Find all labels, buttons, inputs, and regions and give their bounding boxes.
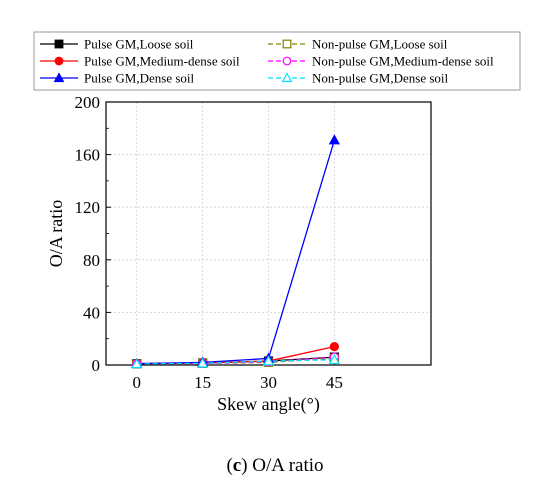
y-tick-label: 80 [83,251,100,270]
y-tick-label: 0 [92,356,101,375]
caption-letter: c [233,455,241,476]
legend-label: Non-pulse GM,Loose soil [312,37,448,52]
series-line [136,359,335,365]
legend-item-6: Non-pulse GM,Dense soil [268,71,449,86]
legend-marker [282,39,292,49]
legend-label: Non-pulse GM,Dense soil [312,71,449,86]
legend-marker [54,39,64,49]
x-tick-label: 0 [132,373,141,392]
x-tick-label: 30 [260,373,277,392]
y-tick-label: 120 [75,198,101,217]
legend-marker [282,56,292,66]
plot-area: 0 40 80 120 160 200 0 15 30 45 [75,93,432,392]
legend-label: Non-pulse GM,Medium-dense soil [312,54,494,69]
x-tick-label: 15 [194,373,211,392]
legend-items: Pulse GM,Loose soil Non-pulse GM,Loose so… [40,37,494,86]
data-point [328,353,340,365]
legend-item-2: Non-pulse GM,Loose soil [268,37,448,52]
caption-text: O/A ratio [248,455,324,476]
y-tick-label: 40 [83,303,100,322]
legend-label: Pulse GM,Dense soil [84,71,195,86]
legend-marker [54,56,64,66]
ticks: 0 40 80 120 160 200 0 15 30 45 [75,93,343,392]
legend-item-3: Pulse GM,Medium-dense soil [40,54,240,69]
series-5 [131,134,340,368]
y-tick-label: 160 [75,146,101,165]
x-tick-label: 45 [326,373,343,392]
series-layer [131,134,340,369]
series-6 [131,353,340,369]
legend-item-1: Pulse GM,Loose soil [40,37,194,52]
legend-item-5: Pulse GM,Dense soil [40,71,195,86]
legend-item-4: Non-pulse GM,Medium-dense soil [268,54,494,69]
data-point [329,341,339,352]
figure-caption: (c) O/A ratio [226,455,323,476]
y-tick-label: 200 [75,93,101,112]
plot-frame [105,101,432,366]
data-point [197,357,209,368]
x-axis-label: Skew angle(°) [217,394,320,415]
legend-label: Pulse GM,Medium-dense soil [84,54,240,69]
series-line [136,139,336,365]
y-axis-label: O/A ratio [46,200,66,268]
series-line [136,345,335,365]
series-2 [132,353,339,369]
legend: Pulse GM,Loose soil Non-pulse GM,Loose so… [33,31,521,91]
data-point [131,358,143,369]
legend-label: Pulse GM,Loose soil [84,37,194,52]
data-point [262,355,275,366]
grid [106,102,431,365]
legend-marker [281,72,293,83]
data-point [328,134,340,145]
legend-marker [53,72,65,83]
